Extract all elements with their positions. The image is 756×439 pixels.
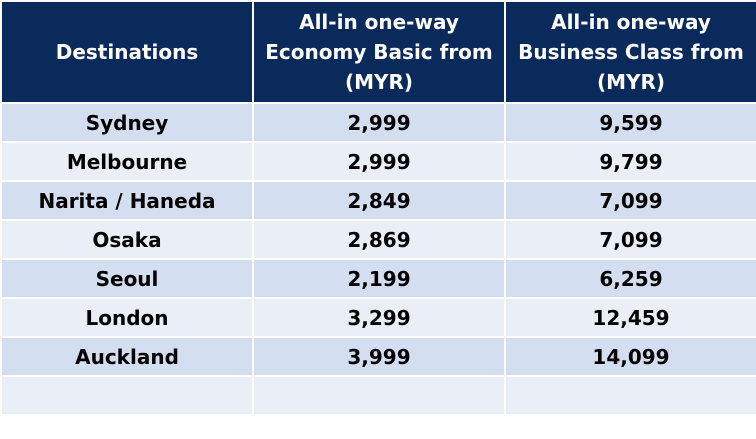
economy-fare-cell: 2,999 (252, 102, 506, 143)
header-row: Destinations All-in one-way Economy Basi… (0, 0, 756, 104)
destination-cell: Melbourne (0, 141, 254, 182)
table-row: Seoul 2,199 6,259 (0, 258, 756, 299)
business-fare-cell: 12,459 (504, 297, 756, 338)
table-header: Destinations All-in one-way Economy Basi… (0, 0, 756, 104)
table-row: Melbourne 2,999 9,799 (0, 141, 756, 182)
table-row: Sydney 2,999 9,599 (0, 102, 756, 143)
empty-cell (0, 375, 254, 416)
business-fare-cell: 7,099 (504, 180, 756, 221)
table-body: Sydney 2,999 9,599 Melbourne 2,999 9,799… (0, 102, 756, 416)
header-destinations: Destinations (0, 0, 254, 104)
header-business-class: All-in one-way Business Class from (MYR) (504, 0, 756, 104)
destination-cell: Osaka (0, 219, 254, 260)
empty-cell (252, 375, 506, 416)
destination-cell: London (0, 297, 254, 338)
economy-fare-cell: 2,849 (252, 180, 506, 221)
empty-cell (504, 375, 756, 416)
destination-cell: Sydney (0, 102, 254, 143)
table-row: Narita / Haneda 2,849 7,099 (0, 180, 756, 221)
business-fare-cell: 6,259 (504, 258, 756, 299)
table-row: Auckland 3,999 14,099 (0, 336, 756, 377)
table-row: London 3,299 12,459 (0, 297, 756, 338)
economy-fare-cell: 3,299 (252, 297, 506, 338)
empty-row (0, 375, 756, 416)
header-economy-basic: All-in one-way Economy Basic from (MYR) (252, 0, 506, 104)
business-fare-cell: 7,099 (504, 219, 756, 260)
fares-table: Destinations All-in one-way Economy Basi… (0, 0, 756, 416)
business-fare-cell: 9,799 (504, 141, 756, 182)
destination-cell: Seoul (0, 258, 254, 299)
business-fare-cell: 14,099 (504, 336, 756, 377)
destination-cell: Narita / Haneda (0, 180, 254, 221)
destination-cell: Auckland (0, 336, 254, 377)
table-row: Osaka 2,869 7,099 (0, 219, 756, 260)
business-fare-cell: 9,599 (504, 102, 756, 143)
economy-fare-cell: 3,999 (252, 336, 506, 377)
economy-fare-cell: 2,869 (252, 219, 506, 260)
economy-fare-cell: 2,199 (252, 258, 506, 299)
economy-fare-cell: 2,999 (252, 141, 506, 182)
